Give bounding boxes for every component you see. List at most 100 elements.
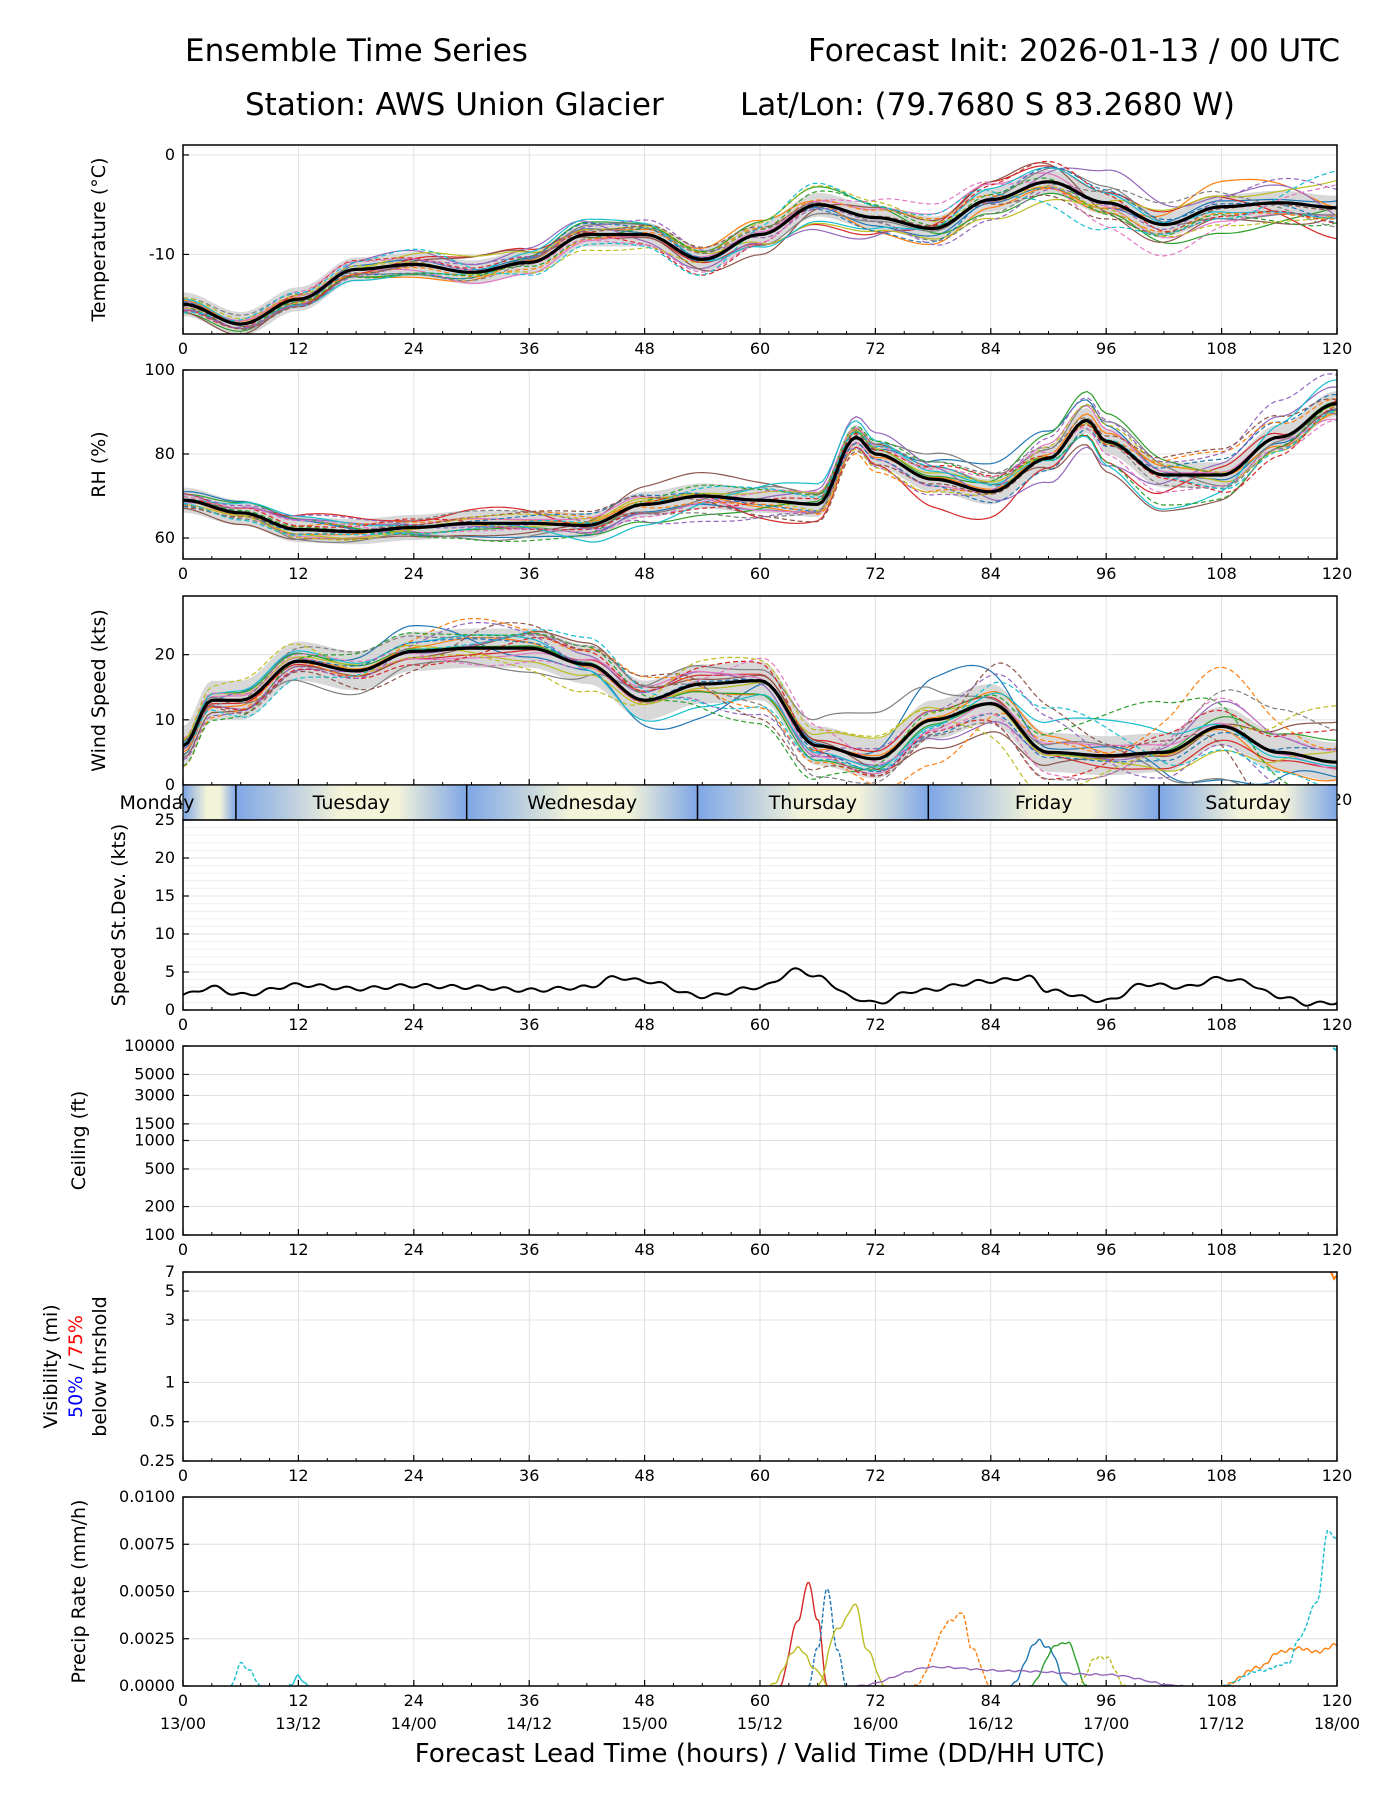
stdev-xtick-label: 96 [1096,1015,1116,1034]
temperature-plot-area [183,160,1337,334]
ceiling-xtick-label: 60 [750,1240,770,1259]
day-segment [928,785,1160,820]
temperature-ylabel: Temperature (°C) [88,158,110,323]
precip-xtick-label: 72 [865,1691,885,1710]
temperature-panel: 0 -10 0 12 24 36 48 60 72 84 96 108 120 Temperature (… [88,144,1352,358]
stdev-xtick-label: 84 [981,1015,1001,1034]
valid-time-label: 18/00 [1314,1714,1360,1733]
temperature-mean-line [183,180,1337,326]
day-segment [1159,785,1337,820]
rh-panel: 60 80 100 0 12 24 36 48 60 72 84 96 108 120 RH (%) [88,360,1352,583]
temperature-ytick-label: -10 [149,244,175,263]
rh-ytick-label: 80 [155,444,175,463]
rh-xtick-label: 48 [634,564,654,583]
precip-member-line [817,1603,885,1687]
rh-member-line [183,379,1337,543]
temperature-member-line [183,177,1337,329]
visibility-75-label: 75% [65,1315,87,1357]
visibility-member-line [1330,1271,1338,1281]
valid-time-label: 14/12 [506,1714,552,1733]
rh-mean-line [183,402,1337,534]
rh-frame [182,369,1338,560]
precip-member-line [807,1588,847,1687]
visibility-xtick-label: 36 [519,1466,539,1485]
rh-xtick-label: 0 [178,564,188,583]
precip-xtick-label: 96 [1096,1691,1116,1710]
day-label: Tuesday [312,792,390,814]
visibility-xtick-label: 48 [634,1466,654,1485]
ceiling-ytick-label: 3000 [134,1085,175,1104]
rh-ylabel: RH (%) [88,431,110,497]
wind-mean-line [183,646,1337,764]
rh-xtick-label: 120 [1322,564,1353,583]
precip-ytick-label: 0.0075 [119,1534,175,1553]
precip-xtick-label: 36 [519,1691,539,1710]
wind-ytick-label: 20 [155,645,175,664]
temperature-xtick-label: 84 [981,339,1001,358]
wind-member-line [183,622,1337,785]
rh-xtick-label: 84 [981,564,1001,583]
visibility-ytick-label: 7 [165,1262,175,1281]
precip-member-line [1029,1641,1087,1687]
ceiling-ytick-label: 200 [144,1197,175,1216]
valid-time-label: 13/00 [160,1714,206,1733]
precip-member-line [1221,1529,1338,1687]
temperature-member-line [183,185,1337,320]
day-label: Wednesday [527,792,637,814]
stdev-frame [182,819,1338,1011]
stdev-ytick-label: 25 [155,810,175,829]
valid-time-label: 15/12 [737,1714,783,1733]
rh-xtick-label: 24 [404,564,424,583]
day-label: Thursday [768,792,857,814]
precip-xtick-label: 84 [981,1691,1001,1710]
precip-member-line [913,1612,992,1687]
stdev-ylabel: Speed St.Dev. (kts) [108,824,130,1007]
valid-time-label: 16/12 [968,1714,1014,1733]
stdev-panel: 0 5 10 15 20 25 0 12 24 36 48 60 72 84 96 108 120 Speed S… [108,810,1352,1034]
day-segment [235,785,467,820]
ceiling-xtick-label: 96 [1096,1240,1116,1259]
rh-xtick-label: 72 [865,564,885,583]
visibility-ylabel-2: below thrshold [89,1296,111,1436]
wind-member-line [183,643,1337,785]
day-segment [697,785,929,820]
rh-ytick-label: 60 [155,528,175,547]
visibility-ytick-label: 5 [165,1281,175,1300]
station-latlon: Lat/Lon: (79.7680 S 83.2680 W) [740,87,1235,123]
visibility-sep-label: / [65,1357,87,1375]
rh-member-line [183,386,1337,534]
ceiling-xtick-label: 72 [865,1240,885,1259]
stdev-xtick-label: 12 [288,1015,308,1034]
ceiling-ytick-label: 10000 [124,1036,175,1055]
visibility-panel: 0.25 0.5 1 3 57 0 12 24 36 48 60 72 84 96 108 120 Visibi… [40,1262,1352,1485]
rh-xtick-label: 108 [1206,564,1237,583]
stdev-line [182,967,1338,1007]
precip-ytick-label: 0.0050 [119,1582,175,1601]
temperature-xtick-label: 60 [750,339,770,358]
rh-xtick-label: 12 [288,564,308,583]
temperature-member-line [183,186,1337,332]
stdev-xtick-label: 120 [1322,1015,1353,1034]
stdev-xtick-label: 24 [404,1015,424,1034]
precip-ytick-label: 0.0000 [119,1676,175,1695]
ceiling-xtick-label: 108 [1206,1240,1237,1259]
precip-xtick-label: 108 [1206,1691,1237,1710]
ceiling-ytick-label: 100 [144,1225,175,1244]
stdev-ytick-label: 10 [155,924,175,943]
visibility-xtick-label: 84 [981,1466,1001,1485]
ceiling-frame [182,1045,1338,1236]
ceiling-ylabel: Ceiling (ft) [68,1091,90,1191]
precip-frame [182,1496,1338,1687]
precip-ytick-label: 0.0025 [119,1629,175,1648]
ceiling-xtick-label: 36 [519,1240,539,1259]
ceiling-xtick-label: 48 [634,1240,654,1259]
rh-ytick-label: 100 [144,360,175,379]
visibility-xtick-label: 0 [178,1466,188,1485]
stdev-xtick-label: 60 [750,1015,770,1034]
rh-member-line [183,373,1337,530]
wind-ytick-label: 10 [155,710,175,729]
wind-member-line [183,621,1337,785]
temperature-ytick-label: 0 [165,145,175,164]
